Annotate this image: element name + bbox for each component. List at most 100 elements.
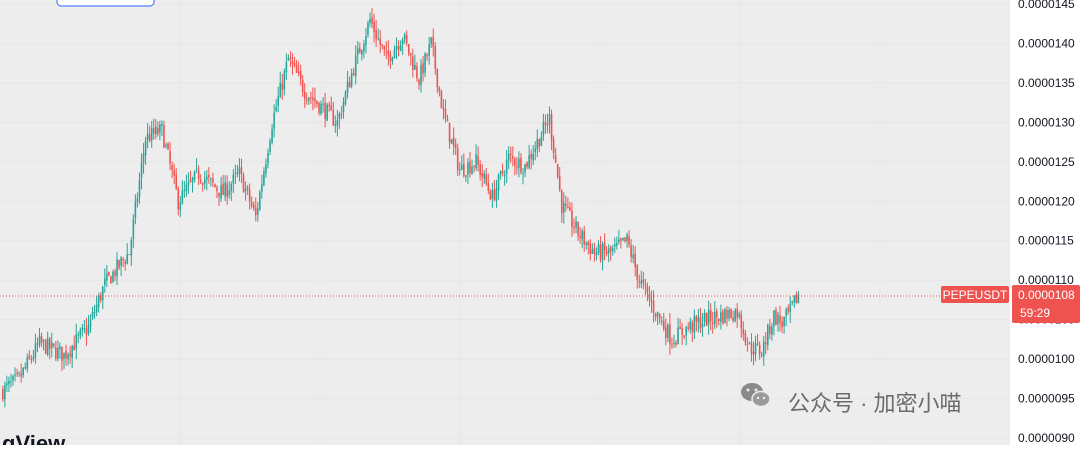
- candle: [334, 115, 337, 133]
- candle-body: [208, 174, 210, 178]
- candle: [681, 322, 683, 345]
- candle: [142, 142, 145, 174]
- candle-body: [442, 107, 445, 110]
- candle: [275, 99, 277, 113]
- candle-body: [401, 39, 404, 45]
- candle: [746, 337, 749, 352]
- candle: [597, 240, 600, 256]
- candle: [685, 325, 687, 346]
- candle: [146, 122, 149, 149]
- candle-body: [293, 63, 296, 66]
- candle-body: [238, 167, 241, 175]
- candle-body: [114, 271, 116, 277]
- search-box[interactable]: [56, 0, 155, 7]
- candle-body: [758, 345, 761, 355]
- candle-body: [214, 184, 216, 187]
- candle: [585, 241, 588, 250]
- candle-body: [199, 179, 202, 182]
- candle: [789, 296, 792, 323]
- candle-body: [461, 164, 463, 171]
- candle-body: [308, 97, 310, 101]
- candle: [465, 174, 467, 182]
- candle: [4, 381, 6, 408]
- candle-body: [624, 237, 626, 242]
- candle-body: [430, 37, 432, 45]
- candle: [295, 59, 298, 74]
- candle-body: [16, 372, 18, 374]
- candle: [501, 163, 504, 177]
- candle-body: [677, 327, 679, 345]
- candle-body: [754, 343, 757, 355]
- candle: [632, 244, 634, 264]
- candle-body: [534, 148, 537, 153]
- candle-body: [22, 367, 24, 376]
- candle-body: [542, 122, 545, 136]
- candle-body: [567, 206, 569, 208]
- candle: [199, 174, 202, 185]
- candle-body: [526, 162, 528, 167]
- candle: [442, 98, 445, 120]
- candle: [399, 40, 402, 52]
- candle: [595, 247, 598, 261]
- candle: [387, 40, 390, 66]
- candle: [385, 41, 388, 60]
- candle: [711, 311, 714, 334]
- candle: [607, 244, 610, 263]
- candle: [542, 113, 545, 141]
- candle-body: [93, 312, 96, 314]
- candle: [785, 307, 787, 327]
- candle-body: [518, 158, 520, 169]
- candle: [732, 310, 734, 323]
- candle: [791, 300, 794, 306]
- plot-area[interactable]: [0, 0, 1010, 445]
- candle: [640, 270, 643, 289]
- candle-body: [752, 351, 755, 355]
- candle-body: [426, 54, 428, 57]
- candle: [189, 170, 192, 183]
- candle-body: [350, 73, 353, 87]
- candle-body: [271, 128, 273, 143]
- candle-body: [28, 355, 31, 359]
- candle-body: [112, 271, 114, 282]
- candle-body: [265, 163, 267, 174]
- candle: [471, 159, 473, 175]
- candle: [536, 129, 539, 157]
- candle-body: [38, 335, 41, 345]
- candle: [565, 195, 567, 212]
- candle-body: [403, 34, 406, 40]
- candle: [667, 322, 669, 342]
- candle: [77, 331, 80, 344]
- wechat-icon: [741, 383, 771, 408]
- candle: [750, 333, 753, 362]
- candle: [550, 109, 553, 151]
- candle: [528, 144, 530, 170]
- candle-body: [665, 327, 667, 338]
- candle: [634, 246, 636, 277]
- candle: [393, 45, 396, 59]
- candle-body: [69, 353, 71, 357]
- candle-body: [181, 190, 184, 204]
- candle: [626, 232, 628, 248]
- candle: [630, 239, 632, 263]
- candle: [132, 214, 135, 249]
- candle-body: [450, 139, 453, 144]
- candle: [289, 50, 292, 67]
- candle: [340, 106, 343, 120]
- candle-body: [305, 99, 308, 101]
- candle: [762, 335, 765, 366]
- candle-body: [609, 246, 612, 252]
- candle-body: [322, 104, 324, 106]
- candle-body: [685, 326, 687, 336]
- candle: [654, 312, 657, 322]
- candle-body: [536, 139, 539, 149]
- candle: [134, 194, 137, 225]
- candle-body: [230, 184, 233, 192]
- candle-body: [707, 310, 710, 325]
- candle-body: [12, 375, 14, 381]
- candle-body: [53, 343, 55, 346]
- candle-body: [63, 352, 65, 360]
- candle-body: [446, 118, 449, 122]
- price-axis[interactable]: [1010, 0, 1080, 445]
- grid-lines: [0, 0, 1010, 445]
- candle-body: [291, 60, 294, 64]
